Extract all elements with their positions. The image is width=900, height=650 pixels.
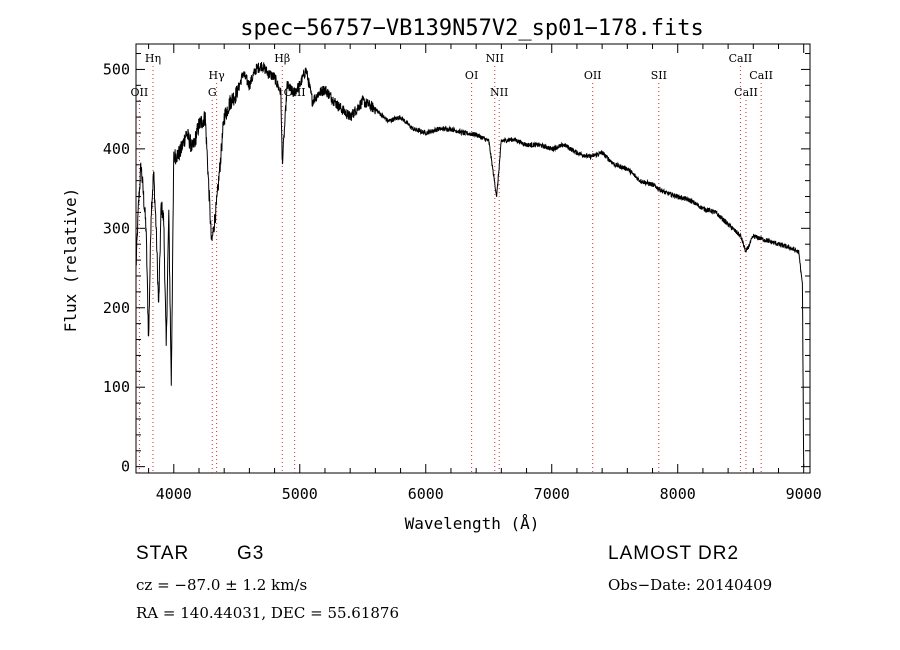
spectrum-line-group xyxy=(135,61,805,467)
x-tick-label: 5000 xyxy=(282,485,318,503)
axes: 4000 5000 6000 7000 8000 9000 0 100 200 300 400 500 xyxy=(103,43,822,503)
x-tick-label: 4000 xyxy=(156,485,192,503)
line-marker-label: NII xyxy=(486,52,504,65)
plot-frame xyxy=(135,43,811,474)
line-marker-label: SII xyxy=(651,69,667,82)
y-tick-label: 100 xyxy=(103,378,130,396)
spectrum-line xyxy=(135,61,805,467)
object-subclass: G3 xyxy=(237,543,265,564)
line-marker-label: Hγ xyxy=(209,69,226,82)
ra-dec-coordinates: RA = 140.44031, DEC = 55.61876 xyxy=(136,604,400,622)
observation-date: Obs−Date: 20140409 xyxy=(608,576,773,594)
line-marker-label: OI xyxy=(465,69,478,82)
x-tick-label: 7000 xyxy=(534,485,570,503)
line-marker-label: NII xyxy=(490,86,508,99)
object-class: STAR xyxy=(136,543,190,564)
survey-name: LAMOST DR2 xyxy=(608,543,740,564)
line-marker-label: CaII xyxy=(734,86,758,99)
line-marker-label: OII xyxy=(131,86,149,99)
chart-title: spec−56757−VB139N57V2_sp01−178.fits xyxy=(240,16,704,41)
line-marker-label: CaII xyxy=(749,69,773,82)
line-marker-label: Hβ xyxy=(274,52,290,65)
x-tick-label: 6000 xyxy=(408,485,444,503)
y-tick-label: 200 xyxy=(103,299,130,317)
x-tick-label: 9000 xyxy=(786,485,822,503)
y-tick-label: 500 xyxy=(103,60,130,78)
line-marker-label: G xyxy=(208,86,217,99)
line-marker-label: CaII xyxy=(729,52,753,65)
x-axis-label: Wavelength (Å) xyxy=(405,514,540,533)
y-tick-label: 300 xyxy=(103,219,130,237)
line-marker-label: Hη xyxy=(145,52,161,65)
y-tick-label: 400 xyxy=(103,140,130,158)
line-marker-label: OII xyxy=(584,69,602,82)
redshift-cz: cz = −87.0 ± 1.2 km/s xyxy=(136,576,308,594)
y-axis-label: Flux (relative) xyxy=(61,188,80,333)
y-tick-label: 0 xyxy=(121,458,130,476)
x-tick-label: 8000 xyxy=(660,485,696,503)
